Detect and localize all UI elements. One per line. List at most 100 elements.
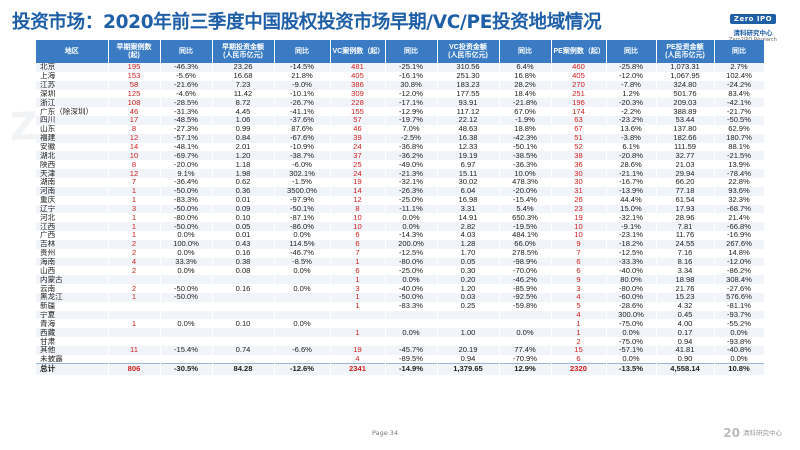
value-cell: 3.34 xyxy=(656,266,715,276)
value-cell: -30.5% xyxy=(160,363,213,375)
value-cell: 2341 xyxy=(330,363,386,375)
value-cell: 2.7% xyxy=(714,63,765,72)
table-row: 黑龙江 1 -50.0% 1 -50.0% 0.03 -92.5% 4 -60.0% 15.23 5… xyxy=(36,292,765,302)
value-cell: 153 xyxy=(108,71,161,81)
value-cell: 12.9% xyxy=(499,363,552,375)
value-cell: 0.30 xyxy=(437,266,500,276)
value-cell: 0.0% xyxy=(714,354,765,364)
value-cell xyxy=(108,337,161,346)
page-title: 投资市场：2020年前三季度中国股权投资市场早期/VC/PE投资地域情况 xyxy=(12,12,602,33)
value-cell: 11 xyxy=(108,346,161,355)
value-cell: 3 xyxy=(108,204,161,214)
value-cell xyxy=(212,310,275,320)
value-cell: 0.45 xyxy=(656,310,715,320)
value-cell: 28.96 xyxy=(656,213,715,223)
value-cell: -12.0% xyxy=(606,71,657,81)
value-cell: 4.32 xyxy=(656,301,715,311)
value-cell: 0.94 xyxy=(437,354,500,364)
value-cell: 1 xyxy=(108,231,161,240)
table-row: 贵州 2 0.0% 0.16 -46.7% 7 -12.5% 1.70 278.5% 7 -12.5… xyxy=(36,248,765,258)
value-cell: 1 xyxy=(330,328,386,338)
value-cell: 12.33 xyxy=(437,142,500,152)
value-cell: -41.1% xyxy=(274,107,331,117)
value-cell: 44.4% xyxy=(606,195,657,205)
region-cell: 湖南 xyxy=(36,177,109,187)
value-cell: 16.38 xyxy=(437,133,500,143)
value-cell: 2320 xyxy=(551,363,607,375)
value-cell: 12 xyxy=(108,133,161,143)
value-cell: 0.0% xyxy=(274,231,331,240)
value-cell: 31 xyxy=(551,186,607,196)
value-cell: -81.1% xyxy=(714,301,765,311)
value-cell: 6 xyxy=(551,257,607,267)
value-cell xyxy=(274,337,331,346)
value-cell: -48.1% xyxy=(160,142,213,152)
region-cell: 广西 xyxy=(36,231,109,240)
value-cell: 7 xyxy=(330,248,386,258)
table-row: 上海 153 -5.6% 16.68 21.8% 405 -16.1% 251.30 16.8%… xyxy=(36,71,765,81)
value-cell: 1 xyxy=(330,301,386,311)
table-row: 四川 17 -48.5% 1.06 -37.6% 57 -19.7% 22.12 -1.9% 63… xyxy=(36,116,765,125)
value-cell xyxy=(212,337,275,346)
table-row: 天津 12 9.1% 1.98 302.1% 24 -21.3% 15.11 10.0% 30 -2… xyxy=(36,169,765,178)
value-cell: -50.0% xyxy=(160,186,213,196)
value-cell: 10.8% xyxy=(714,363,765,375)
value-cell: -27.3% xyxy=(160,124,213,134)
value-cell: 308.4% xyxy=(714,275,765,285)
total-row: 总计 806 -30.5% 84.28 -12.6% 2341 -14.9% 1,379.65… xyxy=(36,363,765,375)
value-cell xyxy=(108,301,161,311)
value-cell: -93.8% xyxy=(714,337,765,346)
value-cell xyxy=(212,292,275,302)
value-cell: 21.76 xyxy=(656,284,715,293)
value-cell: 0.10 xyxy=(212,319,275,329)
value-cell: -15.4% xyxy=(160,346,213,355)
value-cell: -40.0% xyxy=(606,266,657,276)
value-cell: 228 xyxy=(330,98,386,108)
value-cell: -42.3% xyxy=(499,133,552,143)
value-cell xyxy=(108,328,161,338)
value-cell xyxy=(499,319,552,329)
value-cell: 15 xyxy=(551,346,607,355)
value-cell: 14.91 xyxy=(437,213,500,223)
value-cell: 2 xyxy=(108,248,161,258)
value-cell: 93.91 xyxy=(437,98,500,108)
value-cell: 0.20 xyxy=(437,275,500,285)
value-cell: 4 xyxy=(330,354,386,364)
value-cell: 0.0% xyxy=(160,248,213,258)
value-cell xyxy=(160,275,213,285)
value-cell: 77.18 xyxy=(656,186,715,196)
value-cell: -83.3% xyxy=(385,301,438,311)
value-cell: 1.70 xyxy=(437,248,500,258)
region-cell: 四川 xyxy=(36,116,109,125)
table-row: 宁夏 4 300.0% 0.45 -93.7% xyxy=(36,310,765,320)
table-row: 青海 1 0.0% 0.10 0.0% 1 -75.0% 4.00 -55.2% xyxy=(36,319,765,329)
value-cell: 29.94 xyxy=(656,169,715,178)
value-cell: 108 xyxy=(108,98,161,108)
value-cell: -25.1% xyxy=(385,63,438,72)
value-cell: -36.4% xyxy=(160,177,213,187)
value-cell: 18.4% xyxy=(499,89,552,99)
value-cell: -50.5% xyxy=(714,116,765,125)
value-cell: -80.0% xyxy=(160,213,213,223)
value-cell: 15.11 xyxy=(437,169,500,178)
value-cell: 196 xyxy=(551,98,607,108)
value-cell: -80.0% xyxy=(385,257,438,267)
value-cell: -48.5% xyxy=(160,116,213,125)
value-cell: 7.23 xyxy=(212,80,275,90)
value-cell: 38 xyxy=(551,151,607,161)
value-cell: 1 xyxy=(108,319,161,329)
value-cell: 200.0% xyxy=(385,239,438,249)
value-cell: 12 xyxy=(330,195,386,205)
table-row: 海南 4 33.3% 0.38 -8.5% 1 -80.0% 0.05 -98.9% 6 -33.3… xyxy=(36,257,765,267)
value-cell: 11.42 xyxy=(212,89,275,99)
value-cell: -68.7% xyxy=(714,204,765,214)
value-cell: 51 xyxy=(551,133,607,143)
value-cell: 0.36 xyxy=(212,186,275,196)
value-cell: 310.56 xyxy=(437,63,500,72)
value-cell: 2 xyxy=(551,337,607,346)
value-cell: 17 xyxy=(108,116,161,125)
value-cell: 2 xyxy=(108,266,161,276)
value-cell: -98.9% xyxy=(499,257,552,267)
column-header: 同比 xyxy=(499,40,552,63)
value-cell: 4 xyxy=(551,310,607,320)
